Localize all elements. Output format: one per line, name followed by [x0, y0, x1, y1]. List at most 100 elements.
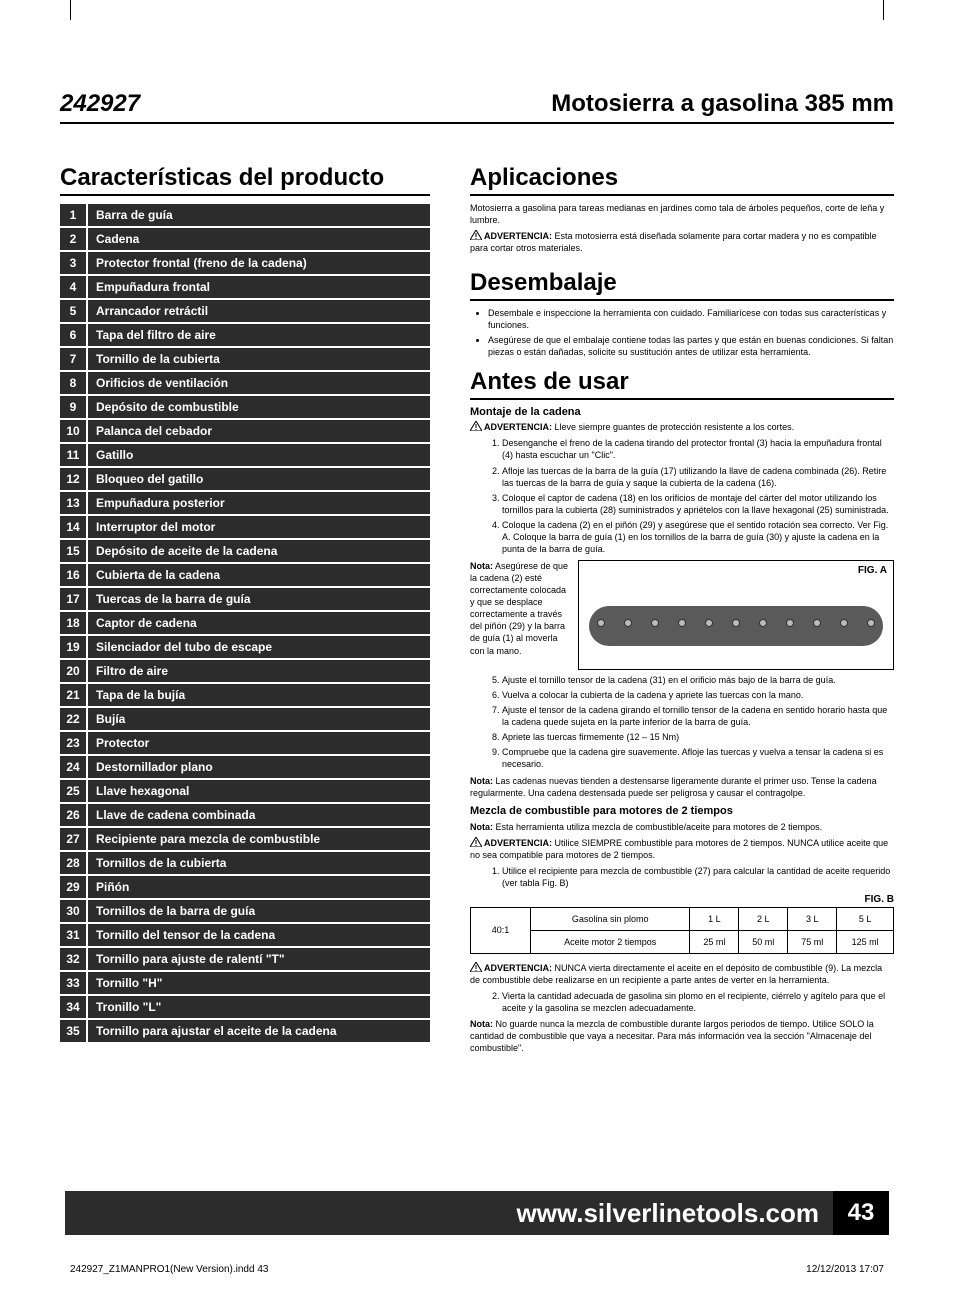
footer-bar: www.silverlinetools.com 43	[65, 1191, 889, 1235]
page-number: 43	[833, 1191, 889, 1235]
chain-warning: ADVERTENCIA: Lleve siempre guantes de pr…	[470, 421, 894, 433]
feature-label: Captor de cadena	[86, 612, 430, 634]
feature-row: 33Tornillo "H"	[60, 972, 430, 994]
feature-label: Destornillador plano	[86, 756, 430, 778]
figure-a-note: Nota: Asegúrese de que la cadena (2) est…	[470, 560, 570, 670]
footer-url: www.silverlinetools.com	[517, 1198, 833, 1229]
feature-label: Filtro de aire	[86, 660, 430, 682]
feature-row: 4Empuñadura frontal	[60, 276, 430, 298]
feature-number: 32	[60, 948, 86, 970]
feature-label: Tornillo de la cubierta	[86, 348, 430, 370]
product-title: Motosierra a gasolina 385 mm	[551, 90, 894, 118]
beforeuse-heading: Antes de usar	[470, 368, 894, 400]
page: 242927 Motosierra a gasolina 385 mm Cara…	[0, 0, 954, 1305]
step-item: Vuelva a colocar la cubierta de la caden…	[502, 689, 894, 701]
feature-label: Palanca del cebador	[86, 420, 430, 442]
feature-number: 18	[60, 612, 86, 634]
right-column: Aplicaciones Motosierra a gasolina para …	[470, 164, 894, 1058]
feature-label: Tornillos de la barra de guía	[86, 900, 430, 922]
feature-row: 23Protector	[60, 732, 430, 754]
warn-label: ADVERTENCIA:	[484, 231, 552, 241]
feature-label: Llave hexagonal	[86, 780, 430, 802]
feature-row: 30Tornillos de la barra de guía	[60, 900, 430, 922]
step-item: Desenganche el freno de la cadena tirand…	[502, 437, 894, 461]
mix-col: 5 L	[837, 907, 894, 930]
table-row: 40:1 Gasolina sin plomo 1 L 2 L 3 L 5 L	[471, 907, 894, 930]
content-columns: Características del producto 1Barra de g…	[60, 164, 894, 1058]
feature-number: 35	[60, 1020, 86, 1042]
feature-label: Cadena	[86, 228, 430, 250]
feature-label: Arrancador retráctil	[86, 300, 430, 322]
warn-label: ADVERTENCIA:	[484, 838, 552, 848]
feature-number: 15	[60, 540, 86, 562]
crop-mark	[883, 0, 884, 20]
feature-label: Protector frontal (freno de la cadena)	[86, 252, 430, 274]
mix-oil: 50 ml	[739, 930, 788, 953]
mix-row2-label: Aceite motor 2 tiempos	[531, 930, 690, 953]
mix-oil: 125 ml	[837, 930, 894, 953]
feature-row: 27Recipiente para mezcla de combustible	[60, 828, 430, 850]
fuel-warning2: ADVERTENCIA: NUNCA vierta directamente e…	[470, 962, 894, 986]
step-item: Coloque el captor de cadena (18) en los …	[502, 492, 894, 516]
feature-label: Orificios de ventilación	[86, 372, 430, 394]
fuel-nota: Nota: Esta herramienta utiliza mezcla de…	[470, 821, 894, 833]
step-item: Compruebe que la cadena gire suavemente.…	[502, 746, 894, 770]
feature-label: Tornillo "H"	[86, 972, 430, 994]
feature-row: 31Tornillo del tensor de la cadena	[60, 924, 430, 946]
bullet-item: Asegúrese de que el embalaje contiene to…	[488, 334, 894, 358]
feature-label: Tornillo para ajustar el aceite de la ca…	[86, 1020, 430, 1042]
applications-warning: ADVERTENCIA: Esta motosierra está diseña…	[470, 230, 894, 254]
nota-text: Las cadenas nuevas tienden a destensarse…	[470, 776, 877, 798]
feature-number: 4	[60, 276, 86, 298]
feature-label: Empuñadura frontal	[86, 276, 430, 298]
feature-row: 17Tuercas de la barra de guía	[60, 588, 430, 610]
feature-row: 3Protector frontal (freno de la cadena)	[60, 252, 430, 274]
feature-label: Tapa del filtro de aire	[86, 324, 430, 346]
fuel-nota3: Nota: No guarde nunca la mezcla de combu…	[470, 1018, 894, 1054]
figure-a-row: Nota: Asegúrese de que la cadena (2) est…	[470, 560, 894, 670]
feature-label: Protector	[86, 732, 430, 754]
warn-text: Lleve siempre guantes de protección resi…	[552, 422, 794, 432]
feature-number: 6	[60, 324, 86, 346]
feature-number: 9	[60, 396, 86, 418]
feature-row: 2Cadena	[60, 228, 430, 250]
nota-label: Nota:	[470, 822, 493, 832]
feature-label: Bloqueo del gatillo	[86, 468, 430, 490]
feature-label: Recipiente para mezcla de combustible	[86, 828, 430, 850]
chain-dots	[597, 619, 875, 627]
mix-oil: 75 ml	[788, 930, 837, 953]
warning-icon	[470, 230, 482, 240]
step-item: Ajuste el tensor de la cadena girando el…	[502, 704, 894, 728]
fuel-heading: Mezcla de combustible para motores de 2 …	[470, 805, 894, 817]
feature-label: Tornillo para ajuste de ralentí "T"	[86, 948, 430, 970]
chain-steps-b: Ajuste el tornillo tensor de la cadena (…	[470, 674, 894, 771]
feature-number: 21	[60, 684, 86, 706]
figure-a-label: FIG. A	[858, 565, 887, 576]
page-header: 242927 Motosierra a gasolina 385 mm	[60, 90, 894, 124]
applications-text: Motosierra a gasolina para tareas median…	[470, 202, 894, 226]
mix-col: 3 L	[788, 907, 837, 930]
feature-row: 29Piñón	[60, 876, 430, 898]
applications-heading: Aplicaciones	[470, 164, 894, 196]
feature-number: 22	[60, 708, 86, 730]
print-timestamp: 12/12/2013 17:07	[806, 1264, 884, 1275]
feature-label: Gatillo	[86, 444, 430, 466]
feature-row: 25Llave hexagonal	[60, 780, 430, 802]
feature-row: 35Tornillo para ajustar el aceite de la …	[60, 1020, 430, 1042]
feature-label: Llave de cadena combinada	[86, 804, 430, 826]
feature-label: Tornillos de la cubierta	[86, 852, 430, 874]
fuel-steps2: Vierta la cantidad adecuada de gasolina …	[470, 990, 894, 1014]
feature-number: 7	[60, 348, 86, 370]
nota-text: Asegúrese de que la cadena (2) esté corr…	[470, 561, 568, 656]
feature-label: Bujía	[86, 708, 430, 730]
crop-mark	[70, 0, 71, 20]
feature-number: 17	[60, 588, 86, 610]
nota-label: Nota:	[470, 1019, 493, 1029]
warn-label: ADVERTENCIA:	[484, 963, 552, 973]
feature-row: 18Captor de cadena	[60, 612, 430, 634]
print-info: 242927_Z1MANPRO1(New Version).indd 43 12…	[70, 1264, 884, 1275]
table-row: Aceite motor 2 tiempos 25 ml 50 ml 75 ml…	[471, 930, 894, 953]
feature-number: 30	[60, 900, 86, 922]
unpacking-heading: Desembalaje	[470, 269, 894, 301]
feature-number: 13	[60, 492, 86, 514]
